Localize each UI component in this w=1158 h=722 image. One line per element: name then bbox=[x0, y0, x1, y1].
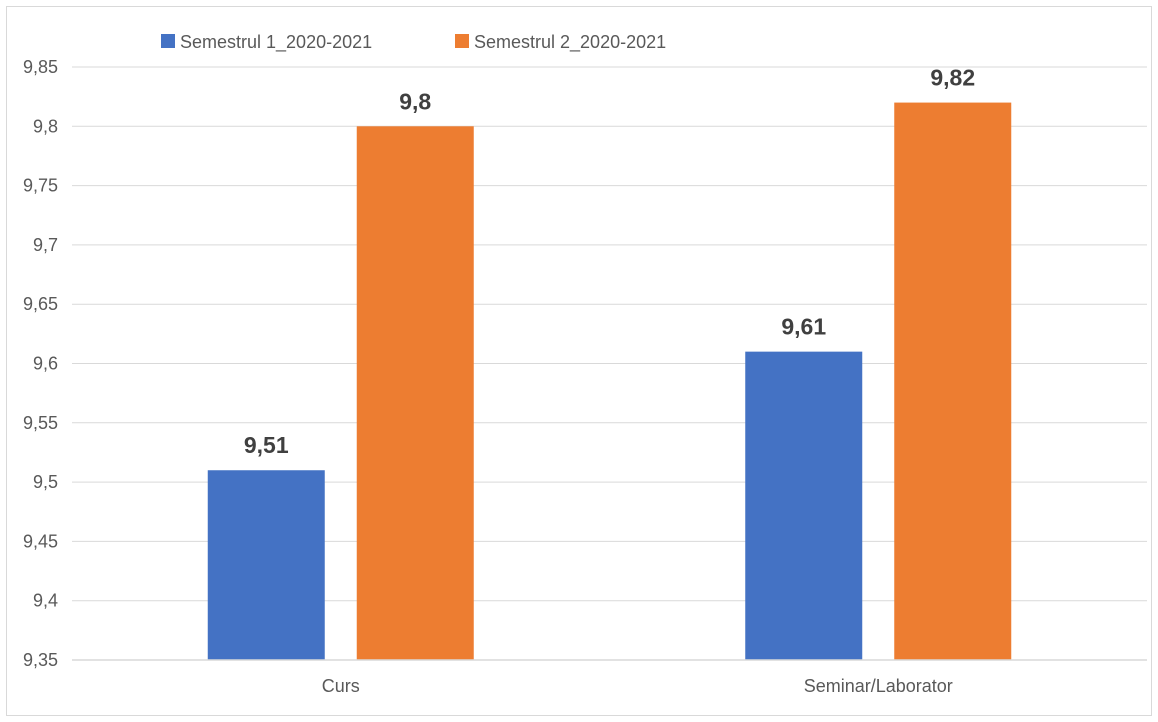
x-tick-label: Curs bbox=[322, 676, 360, 696]
bar-2-2 bbox=[894, 102, 1012, 660]
data-labels: 9,51 9,8 9,61 9,82 bbox=[244, 65, 975, 459]
y-tick-label: 9,8 bbox=[33, 116, 58, 136]
legend-swatch bbox=[161, 34, 175, 48]
y-tick-label: 9,7 bbox=[33, 235, 58, 255]
legend: Semestrul 1_2020-2021 Semestrul 2_2020-20… bbox=[161, 32, 666, 53]
bar-2-1 bbox=[356, 126, 474, 661]
bar-1-2 bbox=[745, 351, 863, 660]
y-tick-label: 9,4 bbox=[33, 591, 58, 611]
data-label: 9,8 bbox=[399, 88, 431, 114]
legend-swatch bbox=[455, 34, 469, 48]
y-tick-label: 9,85 bbox=[23, 57, 58, 77]
data-label: 9,82 bbox=[930, 65, 975, 91]
y-tick-label: 9,55 bbox=[23, 413, 58, 433]
legend-item: Semestrul 2_2020-2021 bbox=[455, 32, 666, 53]
y-tick-label: 9,6 bbox=[33, 354, 58, 374]
x-axis-tick-labels: Curs Seminar/Laborator bbox=[322, 676, 953, 696]
data-label: 9,51 bbox=[244, 432, 289, 458]
legend-item: Semestrul 1_2020-2021 bbox=[161, 32, 372, 53]
y-tick-label: 9,65 bbox=[23, 294, 58, 314]
y-tick-label: 9,75 bbox=[23, 176, 58, 196]
y-tick-label: 9,45 bbox=[23, 531, 58, 551]
legend-label: Semestrul 2_2020-2021 bbox=[474, 32, 666, 53]
x-tick-label: Seminar/Laborator bbox=[804, 676, 953, 696]
data-label: 9,61 bbox=[781, 314, 826, 340]
y-axis-tick-labels: 9,35 9,4 9,45 9,5 9,55 9,6 9,65 9,7 9,75 9,8 9,85 bbox=[23, 57, 58, 670]
legend-label: Semestrul 1_2020-2021 bbox=[180, 32, 372, 53]
bar-1-1 bbox=[207, 470, 325, 660]
y-tick-label: 9,5 bbox=[33, 472, 58, 492]
y-tick-label: 9,35 bbox=[23, 650, 58, 670]
bars bbox=[207, 102, 1012, 661]
